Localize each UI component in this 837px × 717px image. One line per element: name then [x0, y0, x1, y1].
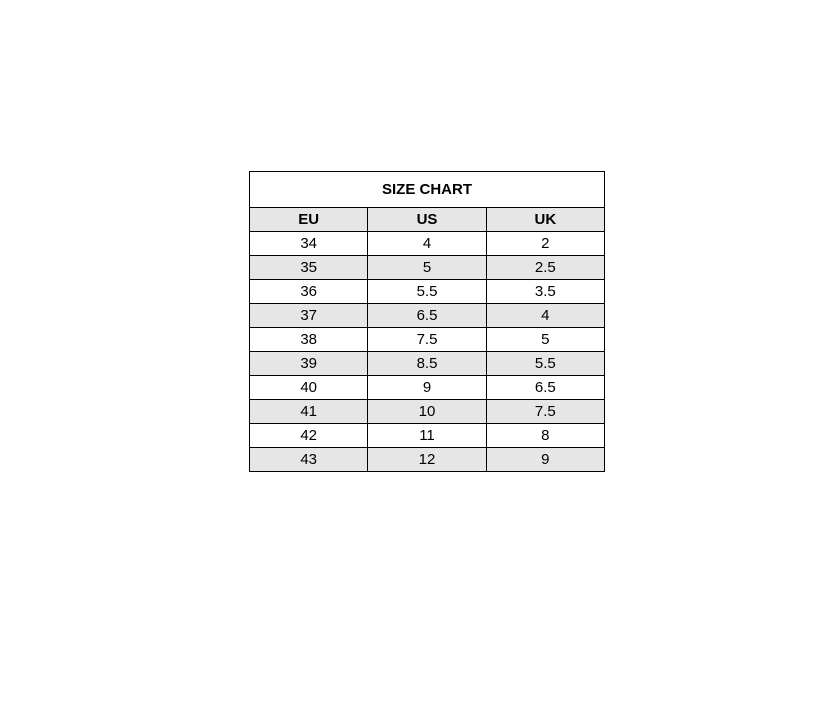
cell-us: 5.5: [367, 279, 487, 304]
cell-uk: 9: [485, 447, 606, 472]
cell-eu: 40: [248, 375, 369, 400]
cell-eu: 42: [248, 423, 369, 448]
cell-eu: 35: [248, 255, 369, 280]
column-header-eu: EU: [248, 207, 369, 232]
cell-us: 5: [367, 255, 487, 280]
cell-uk: 5.5: [485, 351, 606, 376]
cell-uk: 5: [485, 327, 606, 352]
cell-uk: 2: [485, 231, 606, 256]
size-chart-body: 34 4 2 35 5 2.5 36 5.5 3.5 37 6.5 4 38 7.5 5 39 8.5 5.5 40…: [248, 231, 606, 472]
cell-us: 7.5: [367, 327, 487, 352]
cell-uk: 2.5: [485, 255, 606, 280]
cell-uk: 7.5: [485, 399, 606, 424]
cell-eu: 39: [248, 351, 369, 376]
cell-uk: 6.5: [485, 375, 606, 400]
table-row: 40 9 6.5: [248, 375, 606, 400]
cell-eu: 43: [248, 447, 369, 472]
cell-uk: 4: [485, 303, 606, 328]
size-chart-head: SIZE CHART EU US UK: [248, 171, 606, 232]
cell-us: 9: [367, 375, 487, 400]
cell-uk: 8: [485, 423, 606, 448]
table-row: 36 5.5 3.5: [248, 279, 606, 304]
column-header-uk: UK: [485, 207, 606, 232]
cell-uk: 3.5: [485, 279, 606, 304]
table-row: 37 6.5 4: [248, 303, 606, 328]
size-chart-title: SIZE CHART: [249, 171, 605, 208]
cell-eu: 37: [248, 303, 369, 328]
column-header-us: US: [367, 207, 487, 232]
cell-us: 11: [367, 423, 487, 448]
cell-eu: 36: [248, 279, 369, 304]
cell-us: 4: [367, 231, 487, 256]
table-row: 38 7.5 5: [248, 327, 606, 352]
cell-eu: 41: [248, 399, 369, 424]
size-chart-table: SIZE CHART EU US UK 34 4 2 35 5 2.5 36 5.5 3.5 37…: [248, 171, 606, 472]
cell-us: 12: [367, 447, 487, 472]
table-row: 39 8.5 5.5: [248, 351, 606, 376]
cell-us: 8.5: [367, 351, 487, 376]
cell-eu: 38: [248, 327, 369, 352]
cell-us: 10: [367, 399, 487, 424]
table-row: 43 12 9: [248, 447, 606, 472]
table-row: 34 4 2: [248, 231, 606, 256]
cell-eu: 34: [248, 231, 369, 256]
title-row: SIZE CHART: [249, 171, 605, 208]
header-row: EU US UK: [248, 207, 606, 232]
table-row: 41 10 7.5: [248, 399, 606, 424]
cell-us: 6.5: [367, 303, 487, 328]
table-row: 35 5 2.5: [248, 255, 606, 280]
table-row: 42 11 8: [248, 423, 606, 448]
